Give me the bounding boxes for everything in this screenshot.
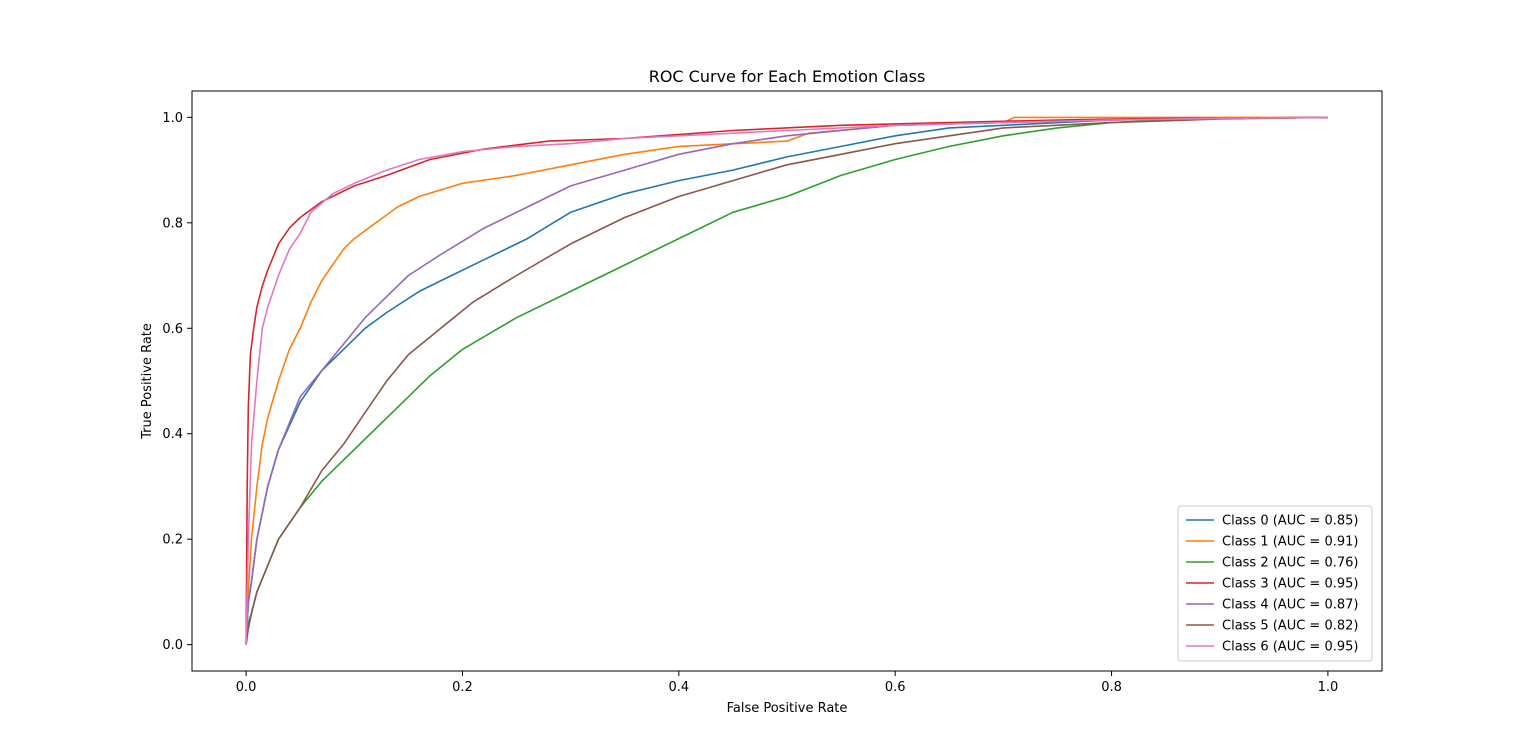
y-tick-label: 0.0 — [162, 638, 183, 653]
x-axis: 0.0 0.2 0.4 0.6 0.8 1.0 — [236, 671, 1339, 695]
series-layer — [245, 116, 1328, 645]
y-axis: 0.0 0.2 0.4 0.6 0.8 1.0 — [162, 111, 192, 653]
series-line-class-3 — [245, 116, 1328, 645]
x-tick-label: 1.0 — [1318, 680, 1339, 695]
plot-frame — [191, 90, 1383, 672]
y-tick-label: 1.0 — [162, 111, 183, 126]
series-line-class-5 — [245, 116, 1328, 645]
x-tick-label: 0.6 — [885, 680, 906, 695]
y-tick-label: 0.4 — [162, 427, 183, 442]
legend-label-class-4: Class 4 (AUC = 0.87) — [1222, 598, 1358, 613]
series-line-class-6 — [245, 116, 1328, 645]
legend-label-class-3: Class 3 (AUC = 0.95) — [1222, 577, 1358, 592]
legend-box — [1177, 505, 1373, 662]
chart-title: ROC Curve for Each Emotion Class — [649, 67, 926, 86]
x-tick-label: 0.0 — [236, 680, 257, 695]
legend-label-class-6: Class 6 (AUC = 0.95) — [1222, 640, 1358, 655]
y-tick-label: 0.2 — [162, 533, 183, 548]
x-tick-label: 0.4 — [668, 680, 689, 695]
legend-label-class-5: Class 5 (AUC = 0.82) — [1222, 619, 1358, 634]
legend-label-class-0: Class 0 (AUC = 0.85) — [1222, 514, 1358, 529]
y-tick-label: 0.8 — [162, 216, 183, 231]
legend-label-class-2: Class 2 (AUC = 0.76) — [1222, 556, 1358, 571]
x-tick-label: 0.2 — [452, 680, 473, 695]
legend-label-class-1: Class 1 (AUC = 0.91) — [1222, 535, 1358, 550]
x-tick-label: 0.8 — [1101, 680, 1122, 695]
legend: Class 0 (AUC = 0.85) Class 1 (AUC = 0.91)… — [1177, 505, 1373, 662]
x-axis-label: False Positive Rate — [727, 701, 848, 716]
y-axis-label: True Positive Rate — [140, 323, 155, 440]
y-tick-label: 0.6 — [162, 322, 183, 337]
